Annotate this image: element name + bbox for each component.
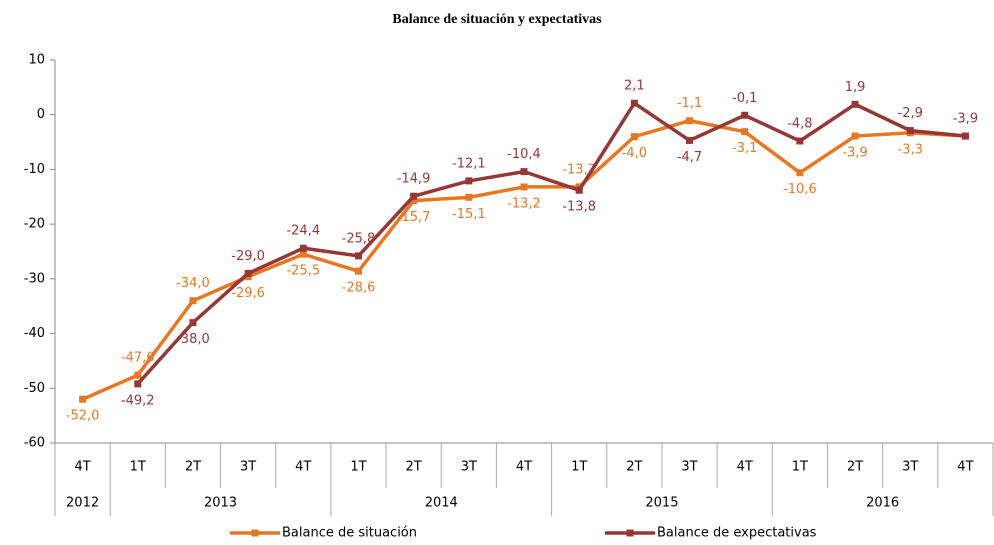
data-label: -3,9 <box>953 112 978 127</box>
x-group-label: 2012 <box>66 496 99 511</box>
data-label: -28,6 <box>342 281 376 296</box>
data-label: -13,8 <box>562 200 596 215</box>
legend-marker <box>626 529 634 537</box>
data-label: -38,0 <box>176 332 210 347</box>
point <box>741 111 749 119</box>
point <box>299 250 307 258</box>
series-line <box>81 118 966 401</box>
data-label: -47,6 <box>121 351 155 366</box>
y-tick-label: -50 <box>24 381 45 396</box>
data-label: -29,0 <box>231 249 265 264</box>
point <box>410 192 418 200</box>
data-label: 2,1 <box>624 79 645 94</box>
y-tick-label: -30 <box>24 271 45 286</box>
data-label: -2,9 <box>898 106 923 121</box>
x-group-label: 2014 <box>425 496 458 511</box>
data-label: -4,0 <box>622 146 647 161</box>
x-group-label: 2016 <box>866 496 899 511</box>
y-tick-label: -10 <box>24 162 45 177</box>
legend-label: Balance de situación <box>282 526 417 541</box>
x-group-label: 2013 <box>204 496 237 511</box>
point <box>79 395 87 403</box>
point <box>134 371 142 379</box>
point <box>465 177 473 185</box>
data-label: -12,1 <box>452 156 486 171</box>
x-tick-label: 4T <box>737 460 753 475</box>
point <box>796 169 804 177</box>
data-label: -14,9 <box>397 172 431 187</box>
x-tick-label: 4T <box>957 460 973 475</box>
x-tick-label: 3T <box>681 460 697 475</box>
x-tick-label: 2T <box>406 460 422 475</box>
data-label: -4,8 <box>787 116 812 131</box>
data-label: -34,0 <box>176 276 210 291</box>
point <box>575 186 583 194</box>
data-label: -10,4 <box>507 147 541 162</box>
x-group-label: 2015 <box>645 496 678 511</box>
data-label: -3,1 <box>732 141 757 156</box>
data-label: -3,9 <box>842 146 867 161</box>
chart-title: Balance de situación y expectativas <box>392 12 602 27</box>
x-tick-label: 2T <box>626 460 642 475</box>
x-tick-label: 4T <box>295 460 311 475</box>
y-tick-label: -20 <box>24 217 45 232</box>
data-label: -10,6 <box>783 182 817 197</box>
point <box>244 269 252 277</box>
point <box>630 99 638 107</box>
x-tick-label: 3T <box>902 460 918 475</box>
point <box>465 193 473 201</box>
point <box>134 380 142 388</box>
point <box>354 252 362 260</box>
x-tick-label: 4T <box>74 460 90 475</box>
data-label: -13,2 <box>507 196 541 211</box>
data-label: -29,6 <box>231 286 265 301</box>
x-tick-label: 2T <box>847 460 863 475</box>
point <box>520 183 528 191</box>
y-tick-label: 10 <box>28 53 45 68</box>
point <box>410 197 418 205</box>
point <box>851 132 859 140</box>
y-tick-label: 0 <box>37 107 45 122</box>
point <box>189 319 197 327</box>
point <box>354 267 362 275</box>
x-tick-label: 1T <box>571 460 587 475</box>
data-label: -49,2 <box>121 393 155 408</box>
point <box>189 297 197 305</box>
data-label: -24,4 <box>286 224 320 239</box>
x-tick-label: 1T <box>350 460 366 475</box>
point <box>851 100 859 108</box>
point <box>741 128 749 136</box>
data-label: -1,1 <box>677 96 702 111</box>
point <box>686 117 694 125</box>
series-line <box>136 100 966 386</box>
x-tick-label: 4T <box>516 460 532 475</box>
point <box>796 137 804 145</box>
data-label: -13,2 <box>562 162 596 177</box>
data-label: -25,5 <box>286 264 320 279</box>
data-label: 1,9 <box>845 80 866 95</box>
data-label: -0,1 <box>732 91 757 106</box>
x-tick-label: 1T <box>130 460 146 475</box>
y-tick-label: -40 <box>24 326 45 341</box>
data-label: -52,0 <box>66 409 100 424</box>
legend-marker <box>251 529 259 537</box>
x-tick-label: 2T <box>185 460 201 475</box>
data-label: -3,3 <box>898 142 923 157</box>
x-tick-label: 1T <box>792 460 808 475</box>
data-label: -15,1 <box>452 207 486 222</box>
data-label: -15,7 <box>397 210 431 225</box>
point <box>630 133 638 141</box>
point <box>906 127 914 135</box>
x-tick-label: 3T <box>240 460 256 475</box>
point <box>686 136 694 144</box>
y-tick-label: -60 <box>24 436 45 451</box>
legend-label: Balance de expectativas <box>657 526 817 541</box>
data-label: -25,8 <box>342 231 376 246</box>
point <box>299 244 307 252</box>
point <box>520 168 528 176</box>
data-label: -4,7 <box>677 150 702 165</box>
x-tick-label: 3T <box>461 460 477 475</box>
point <box>961 132 969 140</box>
